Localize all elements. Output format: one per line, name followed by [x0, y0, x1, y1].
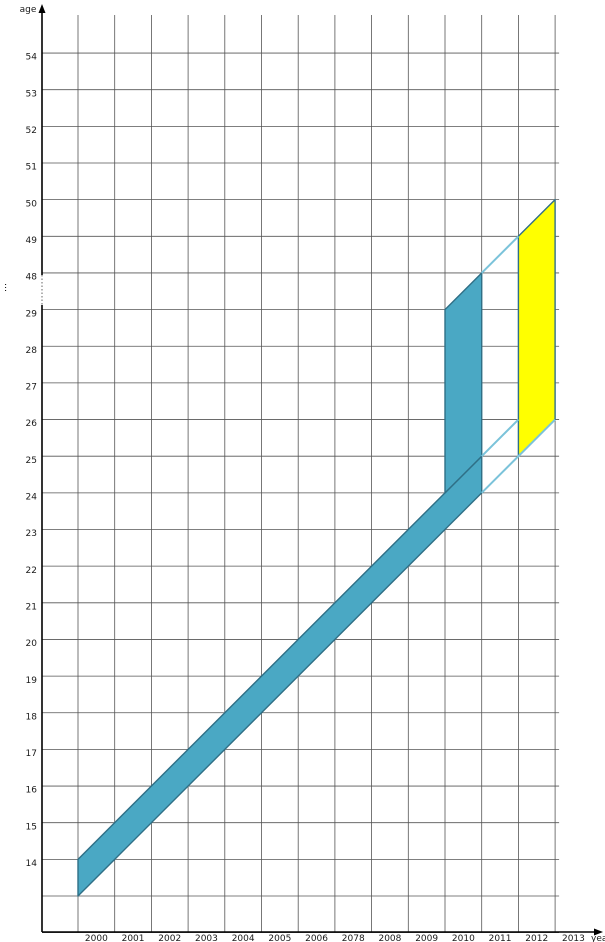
- x-tick-label: 2006: [305, 934, 328, 942]
- lifelines: [480, 235, 556, 494]
- teal-vertical-parallelogram: [444, 272, 483, 494]
- y-tick-label: 54: [26, 53, 38, 63]
- x-tick-label: 2000: [85, 934, 108, 942]
- x-tick-label: 2008: [378, 934, 401, 942]
- y-tick-label: 14: [26, 859, 38, 869]
- y-tick-label: 24: [26, 493, 38, 503]
- y-tick-label: 27: [26, 383, 37, 393]
- shaded-regions: [77, 198, 556, 897]
- x-tick-label: 2013: [562, 934, 585, 942]
- y-tick-label: 22: [26, 566, 37, 576]
- x-tick-label: 2003: [195, 934, 218, 942]
- y-tick-label: 49: [26, 236, 38, 246]
- y-tick-label: 18: [26, 712, 38, 722]
- x-axis-arrow: [594, 928, 603, 936]
- y-tick-label: 50: [26, 199, 38, 209]
- axes: [38, 4, 603, 936]
- lifeline-lower: [480, 418, 556, 494]
- y-tick-label: 52: [26, 126, 37, 136]
- yellow-vertical-parallelogram: [517, 198, 556, 457]
- y-tick-label: 26: [26, 419, 38, 429]
- y-tick-label: 20: [26, 639, 38, 649]
- y-tick-label: 48: [26, 273, 38, 283]
- x-tick-label: 2078: [342, 934, 365, 942]
- y-tick-label: 19: [26, 676, 38, 686]
- x-tick-label: 2009: [415, 934, 438, 942]
- y-axis-arrow: [38, 4, 46, 13]
- y-tick-label: 17: [26, 749, 37, 759]
- x-tick-label: 2005: [268, 934, 291, 942]
- x-tick-label: 2004: [232, 934, 255, 942]
- y-tick-label: 23: [26, 529, 37, 539]
- y-axis-title: age: [20, 5, 37, 15]
- x-axis-title: yea: [591, 934, 605, 942]
- tick-labels: 2000 2001 2002 2003 2004 2005 2006 2078 2008 2009…: [26, 53, 585, 942]
- y-tick-label: 28: [26, 346, 38, 356]
- x-tick-label: 2011: [489, 934, 512, 942]
- axis-break-mark: …: [2, 283, 12, 292]
- lifeline-upper: [480, 235, 520, 274]
- y-tick-label: 16: [26, 786, 38, 796]
- y-tick-label: 51: [26, 163, 37, 173]
- y-tick-label: 21: [26, 602, 37, 612]
- x-tick-label: 2002: [158, 934, 181, 942]
- y-tick-label: 53: [26, 89, 37, 99]
- lifeline-middle: [480, 418, 520, 457]
- x-tick-label: 2001: [122, 934, 145, 942]
- y-tick-label: 29: [26, 309, 38, 319]
- y-tick-label: 25: [26, 456, 37, 466]
- y-tick-label: 15: [26, 822, 37, 832]
- x-tick-label: 2012: [525, 934, 548, 942]
- x-tick-label: 2010: [452, 934, 475, 942]
